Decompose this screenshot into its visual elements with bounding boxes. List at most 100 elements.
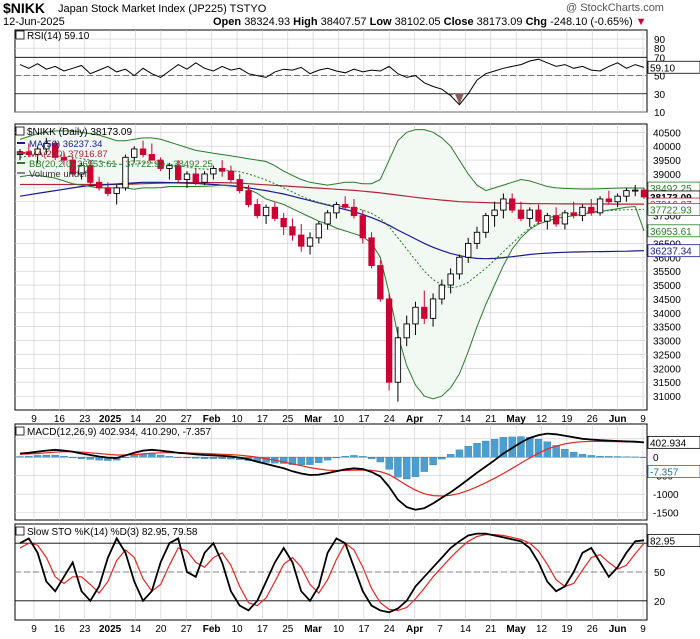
candle-body bbox=[192, 173, 199, 183]
sto-x-tick: Feb bbox=[203, 624, 221, 635]
macd-histogram-bar bbox=[279, 457, 288, 464]
sto-x-tick: Apr bbox=[406, 624, 423, 635]
symbol-title: $NIKK bbox=[3, 0, 46, 16]
candle-body bbox=[517, 209, 525, 219]
sto-value-badge-box bbox=[647, 533, 700, 547]
candle-body bbox=[508, 198, 516, 211]
macd-histogram-bar bbox=[464, 446, 472, 458]
sto-title: Slow STO %K(14) %D(3) 82.95, 79.58 bbox=[27, 527, 198, 538]
macd-histogram-bar bbox=[33, 455, 42, 458]
price-x-tick: 7 bbox=[437, 414, 443, 425]
rsi-y-tick: 80 bbox=[654, 44, 666, 55]
price-x-tick: 12 bbox=[536, 414, 548, 425]
macd-histogram-bar bbox=[552, 445, 560, 458]
candle-body bbox=[210, 167, 217, 175]
price-x-tick: 10 bbox=[231, 414, 243, 425]
price-x-tick: 17 bbox=[257, 414, 269, 425]
macd-histogram-bar bbox=[148, 453, 156, 458]
macd-histogram-bar bbox=[174, 457, 182, 458]
candle-body bbox=[570, 212, 577, 217]
sto-value-badge: 82.95 bbox=[650, 536, 675, 547]
candle-body bbox=[201, 173, 208, 183]
rsi-panel bbox=[14, 29, 648, 113]
macd-histogram-bar bbox=[25, 455, 33, 458]
bollinger-band-fill bbox=[20, 129, 644, 399]
price-x-tick: 24 bbox=[384, 414, 396, 425]
macd-histogram-bar bbox=[482, 440, 490, 458]
rsi-y-tick: 50 bbox=[654, 72, 666, 83]
sto-x-tick: 9 bbox=[640, 624, 646, 635]
legend-swatch bbox=[17, 142, 25, 144]
candle-body bbox=[104, 187, 112, 194]
sto-x-tick: 14 bbox=[460, 624, 472, 635]
candle-body bbox=[377, 265, 384, 300]
price-x-tick: 20 bbox=[155, 414, 167, 425]
price-y-tick: 32000 bbox=[653, 364, 681, 375]
sto-x-tick: 17 bbox=[358, 624, 370, 635]
candle-body bbox=[561, 212, 569, 225]
macd-histogram-bar bbox=[605, 456, 613, 458]
candle-body bbox=[342, 204, 349, 208]
price-x-tick: Feb bbox=[203, 414, 221, 425]
macd-histogram-bar bbox=[570, 451, 578, 458]
price-y-tick: 33000 bbox=[653, 337, 681, 348]
macd-line bbox=[19, 432, 645, 511]
macd-histogram-bar bbox=[411, 457, 420, 477]
sto-x-tick: 12 bbox=[536, 624, 548, 635]
candle-body bbox=[289, 226, 296, 236]
price-badge-box bbox=[647, 203, 700, 216]
candle-body bbox=[385, 298, 393, 383]
macd-hist-badge-box bbox=[647, 465, 700, 478]
price-badge: 36237.34 bbox=[650, 247, 692, 258]
price-y-tick: 40000 bbox=[653, 142, 681, 153]
price-badge: 37722.93 bbox=[650, 205, 692, 216]
candle-body bbox=[412, 306, 419, 325]
price-x-tick: 19 bbox=[561, 414, 573, 425]
sto-x-tick: 26 bbox=[587, 624, 599, 635]
candle-body bbox=[43, 142, 50, 150]
sto-y-tick: 20 bbox=[654, 597, 666, 608]
candle-body bbox=[447, 273, 454, 286]
rsi-oversold-fill bbox=[446, 93, 464, 105]
candle-body bbox=[306, 237, 314, 247]
candle-body bbox=[394, 337, 402, 383]
macd-histogram-bar bbox=[42, 454, 51, 458]
chg-down-icon: ▼ bbox=[635, 16, 647, 28]
macd-histogram-bar bbox=[165, 456, 174, 458]
quote-line: Open 38324.93 High 38407.57 Low 38102.05… bbox=[213, 16, 647, 28]
price-x-tick: 9 bbox=[640, 414, 646, 425]
candle-body bbox=[166, 165, 173, 169]
candle-body bbox=[280, 217, 287, 228]
macd-histogram-bar bbox=[420, 457, 428, 472]
macd-histogram-bar bbox=[446, 454, 455, 458]
macd-histogram-bar bbox=[429, 457, 437, 466]
macd-value-badge: 402.934 bbox=[650, 438, 687, 449]
legend-swatch bbox=[17, 172, 25, 174]
candle-body bbox=[368, 237, 375, 267]
macd-histogram-bar bbox=[385, 457, 393, 470]
sto-x-tick: 9 bbox=[31, 624, 37, 635]
candle-body bbox=[438, 284, 446, 300]
price-y-tick: 35500 bbox=[653, 267, 681, 278]
candle-body bbox=[465, 242, 472, 258]
candle-body bbox=[482, 215, 489, 233]
macd-histogram-bar bbox=[51, 454, 59, 458]
sto-x-tick: 25 bbox=[282, 624, 294, 635]
candle-body bbox=[87, 165, 94, 183]
sto-x-tick: 19 bbox=[561, 624, 573, 635]
macd-histogram-bar bbox=[473, 443, 481, 458]
candle-body bbox=[552, 215, 560, 225]
price-title: $NIKK (Daily) 38173.09 bbox=[27, 127, 132, 138]
candle-body bbox=[245, 190, 252, 205]
candle-body bbox=[324, 212, 331, 225]
candle-body bbox=[473, 231, 481, 244]
price-y-tick: 33500 bbox=[653, 323, 681, 334]
candle-body bbox=[25, 151, 32, 155]
candle-body bbox=[596, 198, 604, 214]
chg-value: -248.10 (-0.65%) bbox=[550, 16, 633, 28]
candle-body bbox=[236, 179, 243, 192]
macd-histogram-bar bbox=[323, 457, 332, 461]
sto-k-line bbox=[19, 532, 645, 614]
price-y-tick: 39000 bbox=[653, 170, 681, 181]
